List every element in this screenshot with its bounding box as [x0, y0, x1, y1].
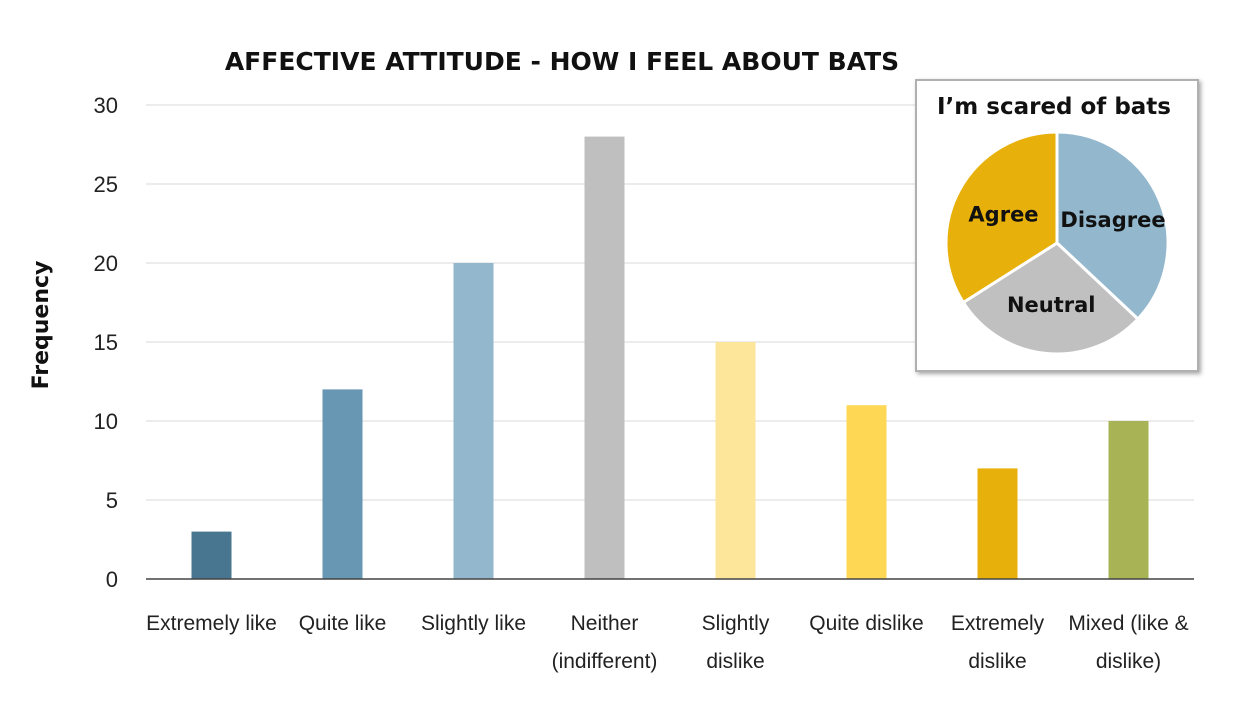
y-tick-label: 10: [94, 409, 118, 434]
x-tick-label: Extremely dislike: [951, 612, 1045, 673]
bar: [584, 136, 625, 579]
x-tick-label: Quite dislike: [809, 612, 923, 635]
y-tick-label: 30: [94, 93, 118, 118]
bar: [1108, 421, 1149, 579]
x-tick-label: Slightly dislike: [702, 612, 770, 673]
y-tick-label: 20: [94, 251, 118, 276]
pie-slice-label: Disagree: [1060, 208, 1165, 232]
pie-inset: I’m scared of bats Disagree Neutral Agree: [915, 79, 1199, 372]
pie-slice: [944, 130, 1059, 305]
x-axis-labels: Extremely like Quite like Slightly like Nei…: [146, 612, 1188, 673]
bar: [715, 342, 756, 579]
pie-slice: [1055, 130, 1170, 322]
x-tick-label: Quite like: [299, 612, 387, 635]
pie-slice-label: Agree: [968, 203, 1038, 227]
x-tick-label: Mixed (like & dislike): [1068, 612, 1188, 673]
chart-title: AFFECTIVE ATTITUDE - HOW I FEEL ABOUT BA…: [225, 47, 899, 76]
y-axis-label: Frequency: [29, 261, 54, 390]
pie-title: I’m scared of bats: [937, 94, 1171, 120]
y-tick-label: 5: [106, 488, 118, 513]
x-tick-label: Neither (indifferent): [552, 612, 658, 673]
bar: [191, 531, 232, 579]
y-axis-ticks: 0 5 10 15 20 25 30: [94, 93, 118, 592]
x-tick-label: Extremely like: [146, 612, 277, 635]
bar: [846, 405, 887, 579]
y-tick-label: 15: [94, 330, 118, 355]
pie-slice-label: Neutral: [1007, 293, 1096, 317]
bar: [977, 468, 1018, 579]
bar: [322, 389, 363, 579]
pie-slice: [961, 241, 1141, 356]
pie-chart: Disagree Neutral Agree: [944, 130, 1170, 356]
y-tick-label: 25: [94, 172, 118, 197]
bar: [453, 263, 494, 579]
gridlines: [146, 104, 1194, 501]
bars: [191, 136, 1149, 579]
y-tick-label: 0: [106, 567, 118, 592]
x-tick-label: Slightly like: [421, 612, 526, 635]
